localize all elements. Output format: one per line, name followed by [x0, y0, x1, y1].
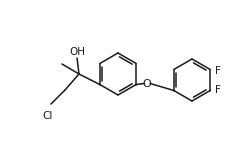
Text: F: F	[215, 85, 221, 95]
Text: O: O	[143, 78, 152, 89]
Text: Cl: Cl	[43, 111, 53, 121]
Text: OH: OH	[69, 47, 85, 57]
Text: F: F	[215, 66, 221, 75]
